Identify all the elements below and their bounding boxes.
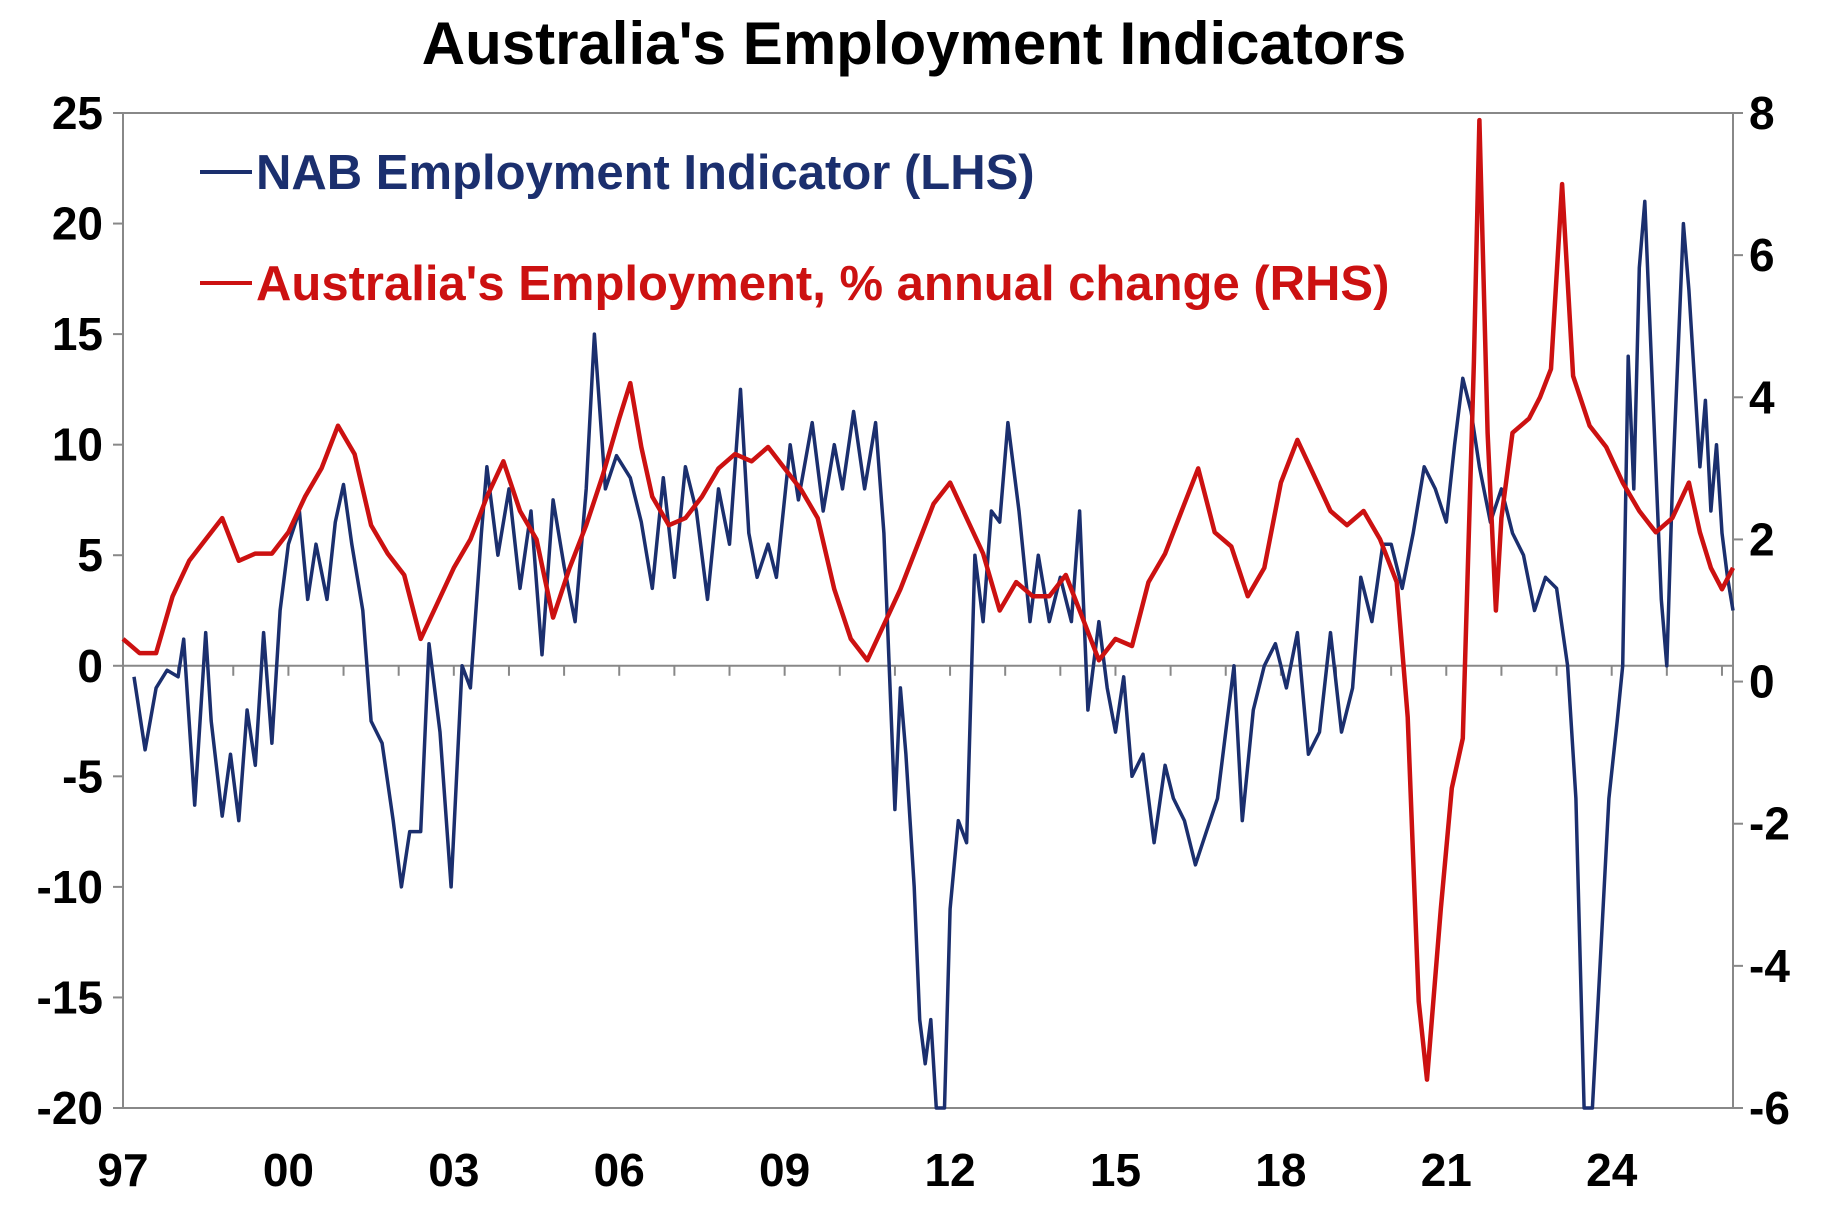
x-tick-label: 03 [428,1144,479,1196]
right-tick-label: -4 [1749,940,1790,992]
right-tick-label: 8 [1749,87,1775,139]
left-tick-label: 0 [77,640,103,692]
right-tick-label: -6 [1749,1082,1790,1134]
left-tick-label: -10 [37,861,103,913]
x-tick-label: 24 [1586,1144,1638,1196]
left-tick-label: 10 [52,419,103,471]
x-tick-label: 12 [924,1144,975,1196]
x-axis-ticks: 97 00 03 06 09 12 15 18 21 24 [97,665,1723,1196]
x-tick-label: 18 [1255,1144,1306,1196]
left-tick-label: 20 [52,198,103,250]
left-tick-label: -15 [37,971,103,1023]
left-tick-label: -5 [62,750,103,802]
x-tick-label: 15 [1090,1144,1141,1196]
chart-title: Australia's Employment Indicators [422,10,1407,77]
right-tick-label: 2 [1749,513,1775,565]
left-axis-ticks: 25 20 15 10 5 0 -5 -10 -15 -20 [37,87,123,1134]
left-tick-label: 25 [52,87,103,139]
legend-label-employment: Australia's Employment, % annual change … [256,257,1389,311]
x-tick-label: 00 [263,1144,314,1196]
right-tick-label: 0 [1749,656,1775,708]
right-axis-ticks: 8 6 4 2 0 -2 -4 -6 [1733,87,1790,1134]
right-tick-label: 4 [1749,371,1775,423]
right-tick-label: 6 [1749,229,1775,281]
right-tick-label: -2 [1749,798,1790,850]
x-tick-label: 21 [1421,1144,1472,1196]
left-tick-label: -20 [37,1082,103,1134]
legend-label-nab: NAB Employment Indicator (LHS) [256,146,1035,200]
series-layer [121,117,1735,1110]
left-tick-label: 5 [77,529,103,581]
x-tick-label: 09 [759,1144,810,1196]
legend: NAB Employment Indicator (LHS) Australia… [200,146,1389,311]
x-tick-label: 06 [594,1144,645,1196]
left-tick-label: 15 [52,308,103,360]
plot-frame [122,112,1734,1109]
series-line-nab [132,199,1735,1110]
series-line-employment [121,117,1735,1082]
x-tick-label: 97 [97,1144,148,1196]
